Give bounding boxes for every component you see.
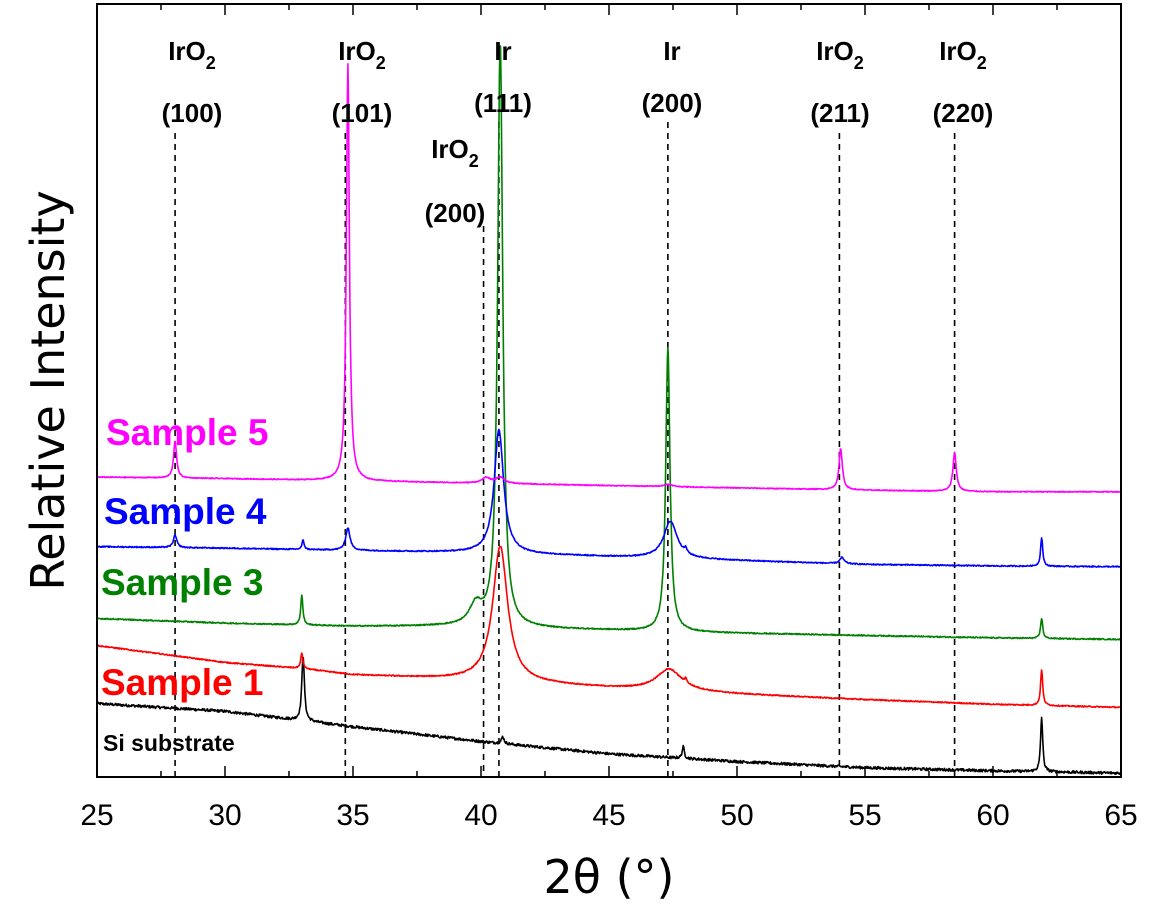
peak-labels: IrO2 (100) IrO2 (101) IrO2 (200) Ir (111) Ir (200…	[162, 36, 994, 228]
peak-hkl-label: (200)	[642, 88, 703, 118]
x-tick-label: 65	[1104, 799, 1137, 832]
x-tick-label: 40	[464, 799, 497, 832]
series-line-sample-4	[96, 428, 1122, 568]
peak-phase-label: IrO2	[431, 134, 479, 171]
series-line-sample-5	[96, 63, 1122, 493]
peak-hkl-label: (111)	[474, 88, 532, 118]
peak-phase-label: IrO2	[816, 36, 864, 73]
x-tick-label: 45	[592, 799, 625, 832]
series-label: Sample 3	[101, 562, 263, 603]
peak-phase-label: IrO2	[939, 36, 987, 73]
peak-phase-label: Ir	[494, 36, 511, 66]
series-lines	[96, 45, 1122, 776]
series-label: Sample 5	[106, 412, 268, 453]
x-tick-label: 60	[976, 799, 1009, 832]
x-tick-label: 50	[720, 799, 753, 832]
x-axis-label: 2θ (°)	[544, 850, 675, 904]
series-label: Si substrate	[103, 730, 235, 756]
peak-hkl-label: (101)	[332, 98, 393, 128]
peak-hkl-label: (200)	[425, 198, 486, 228]
series-line-sample-3	[96, 45, 1122, 641]
x-tick-label: 30	[208, 799, 241, 832]
series-label: Sample 4	[104, 491, 267, 532]
x-tick-label: 55	[848, 799, 881, 832]
series-label: Sample 1	[101, 662, 263, 703]
peak-phase-label: IrO2	[338, 36, 386, 73]
peak-phase-label: Ir	[663, 36, 680, 66]
x-tick-label: 25	[80, 799, 113, 832]
series-line-sample-1	[96, 545, 1122, 709]
peak-hkl-label: (100)	[162, 98, 223, 128]
peak-hkl-label: (220)	[933, 98, 994, 128]
series-line-si-substrate	[96, 656, 1122, 776]
series-labels: Si substrate Sample 1 Sample 3 Sample 4 Samp…	[101, 412, 268, 756]
y-axis-label: Relative Intensity	[21, 190, 75, 590]
peak-phase-label: IrO2	[168, 36, 216, 73]
x-tick-label: 35	[336, 799, 369, 832]
peak-hkl-label: (211)	[810, 98, 869, 128]
reference-lines	[174, 122, 956, 777]
plot-frame	[96, 3, 1122, 778]
